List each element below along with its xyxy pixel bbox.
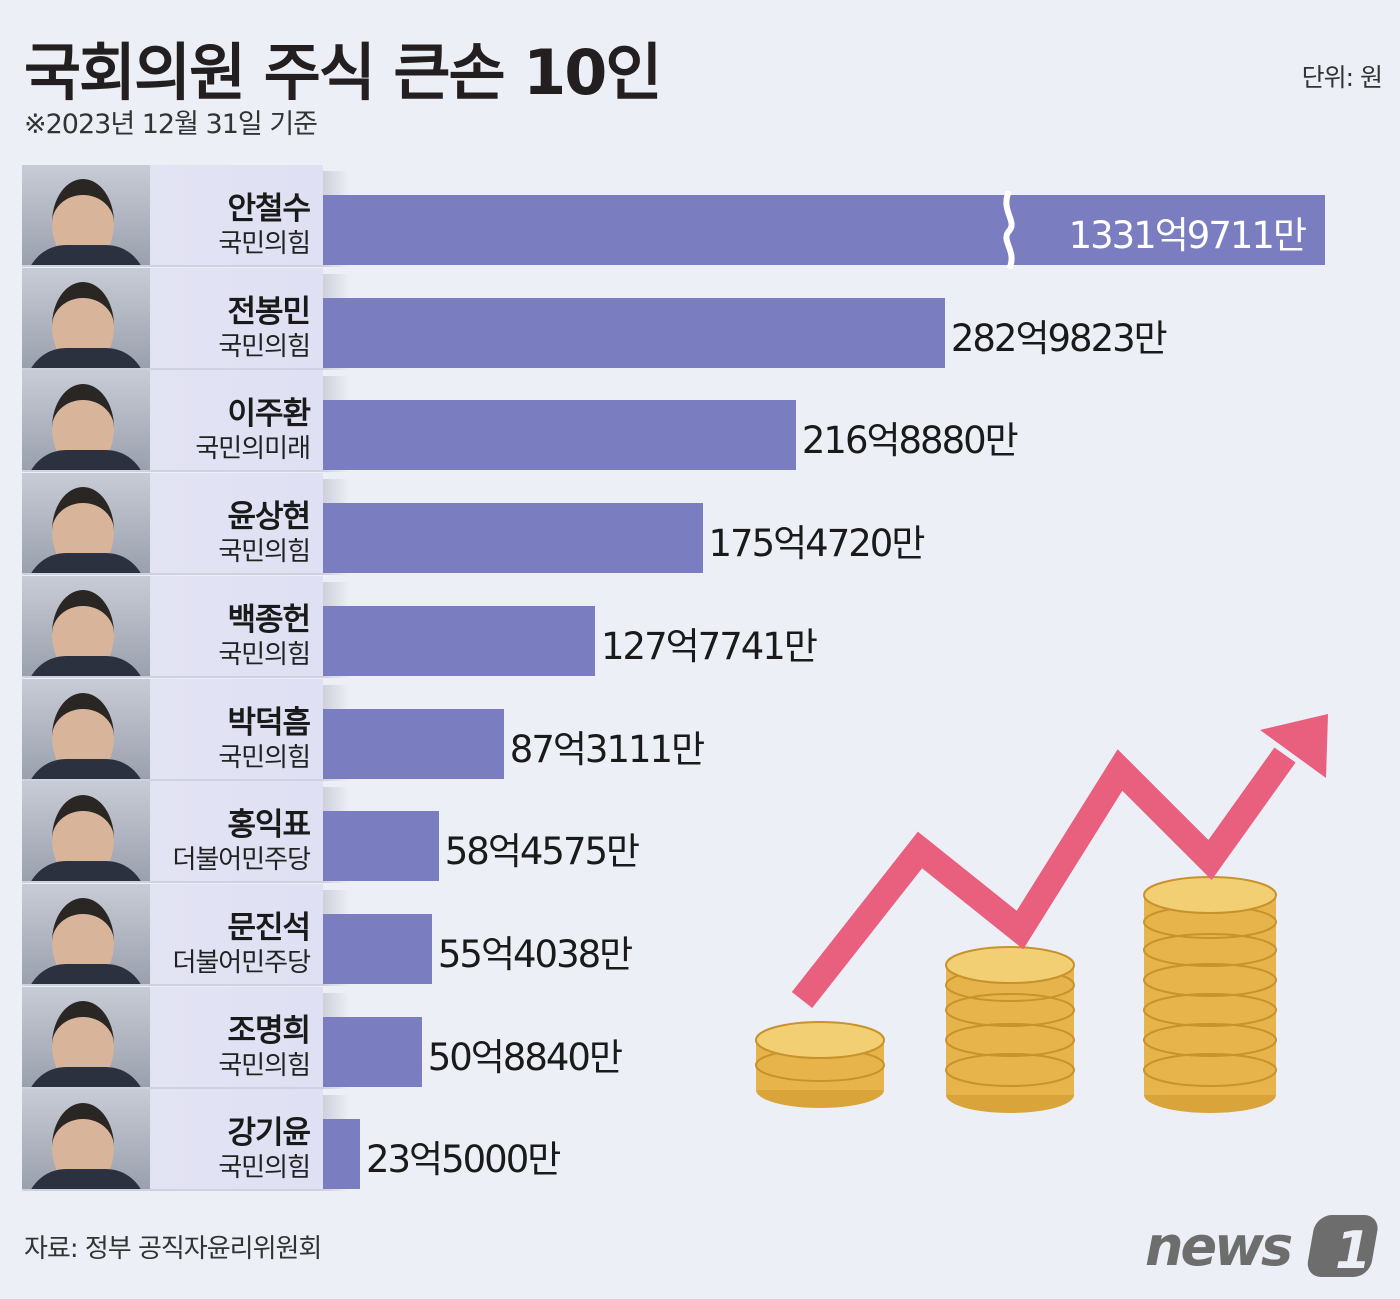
politician-name: 전봉민 (227, 293, 311, 330)
bar (323, 297, 945, 368)
rising-arrow-coins-illustration (755, 714, 1328, 1113)
chart-row: 전봉민 국민의힘 282억9823만 (0, 267, 1400, 370)
axis-break-icon (1003, 191, 1015, 269)
politician-photo (22, 267, 150, 368)
bar (323, 400, 796, 471)
politician-name: 백종헌 (227, 601, 311, 638)
svg-text:1: 1 (1335, 1221, 1371, 1281)
party-name: 국민의힘 (218, 537, 311, 568)
coin-stack-right (1143, 876, 1277, 1113)
politician-name: 안철수 (227, 191, 311, 227)
data-label: 50억8840만 (427, 1035, 623, 1079)
data-label: 282억9823만 (950, 316, 1168, 360)
bar (323, 811, 439, 882)
data-label: 55억4038만 (437, 932, 633, 976)
politician-photo (22, 883, 150, 984)
data-label: 216억8880만 (801, 419, 1019, 463)
politician-photo (22, 986, 150, 1087)
arrow-head (1260, 714, 1328, 778)
politician-name: 이주환 (227, 396, 311, 433)
party-name: 국민의힘 (218, 742, 311, 773)
bar (323, 1119, 360, 1190)
politician-photo (22, 1089, 150, 1190)
politician-name: 문진석 (227, 909, 311, 946)
data-label: 23억5000만 (365, 1138, 561, 1182)
chart-row: 윤상현 국민의힘 175억4720만 (0, 473, 1400, 576)
party-name: 국민의힘 (218, 331, 311, 362)
bar (323, 1016, 422, 1087)
data-label: 1331억9711만 (1068, 214, 1307, 257)
coin-stack-left (755, 1021, 885, 1108)
chart-row: 조명희 국민의힘 50억8840만 (0, 986, 1400, 1089)
politician-photo (22, 678, 150, 779)
bar (323, 605, 595, 676)
politician-name: 조명희 (227, 1012, 311, 1049)
chart-row: 이주환 국민의미래 216억8880만 (0, 370, 1400, 473)
bar (323, 708, 504, 779)
data-label: 58억4575만 (444, 830, 640, 874)
data-label: 87억3111만 (509, 727, 705, 771)
chart-row: 강기윤 국민의힘 23억5000만 (0, 1089, 1400, 1192)
page-title: 국회의원 주식 큰손 10인 (24, 36, 662, 109)
subtitle: ※2023년 12월 31일 기준 (24, 109, 318, 140)
politician-name: 강기윤 (227, 1115, 311, 1152)
chart-row: 박덕흠 국민의힘 87억3111만 (0, 678, 1400, 781)
party-name: 국민의미래 (195, 434, 311, 465)
chart-row: 홍익표 더불어민주당 58억4575만 (0, 781, 1400, 884)
news1-logo: news 1 (1145, 1215, 1378, 1281)
bar (323, 503, 703, 574)
party-name: 국민의힘 (218, 1050, 311, 1081)
source-note: 자료: 정부 공직자윤리위원회 (24, 1234, 322, 1264)
bar (323, 195, 1325, 265)
chart-row: 안철수 국민의힘 1331억9711만 (0, 165, 1400, 269)
party-name: 국민의힘 (218, 639, 311, 670)
coin-stack-middle (945, 946, 1075, 1113)
arrow-line (791, 747, 1296, 1009)
chart-row: 백종헌 국민의힘 127억7741만 (0, 575, 1400, 678)
party-name: 더불어민주당 (172, 845, 311, 876)
data-label: 127억7741만 (601, 624, 818, 668)
politician-photo (22, 165, 150, 265)
politician-photo (22, 473, 150, 574)
svg-text:news: news (1145, 1215, 1292, 1278)
politician-name: 홍익표 (227, 807, 311, 844)
politician-name: 윤상현 (227, 499, 311, 536)
chart-row: 문진석 더불어민주당 55억4038만 (0, 883, 1400, 986)
politician-photo (22, 781, 150, 882)
politician-photo (22, 370, 150, 471)
data-label: 175억4720만 (708, 522, 926, 566)
party-name: 국민의힘 (218, 1153, 311, 1184)
politician-name: 박덕흠 (227, 704, 311, 741)
bar (323, 913, 432, 984)
unit-label: 단위: 원 (1301, 63, 1383, 92)
party-name: 더불어민주당 (172, 947, 311, 978)
party-name: 국민의힘 (218, 229, 311, 259)
politician-photo (22, 575, 150, 676)
